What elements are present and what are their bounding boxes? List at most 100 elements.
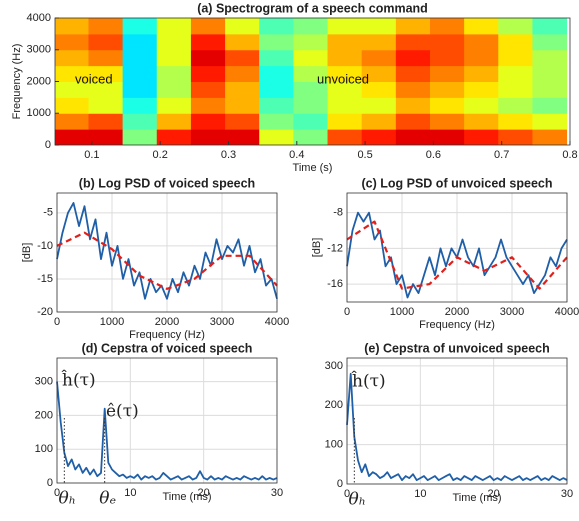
data-line — [56, 381, 278, 481]
x-tick-label: 1000 — [390, 306, 414, 318]
heatmap-cell — [55, 18, 89, 35]
heatmap-cell — [327, 18, 363, 35]
heatmap-cell — [361, 33, 397, 51]
heatmap-cell — [327, 97, 363, 114]
plot-frame — [346, 357, 568, 485]
chart-title: (b) Log PSD of voiced speech — [79, 176, 255, 190]
heatmap-cell — [88, 81, 124, 98]
heatmap-cell — [395, 18, 431, 35]
annotation: unvoiced — [317, 71, 369, 86]
heatmap-cell — [156, 97, 192, 114]
heatmap-cell — [259, 129, 294, 145]
y-tick-label: 300 — [325, 360, 343, 372]
heatmap-cell — [225, 97, 260, 114]
chart-title: (d) Cepstra of voiced speech — [82, 341, 253, 355]
heatmap-cell — [88, 65, 124, 82]
heatmap-cell — [156, 81, 192, 98]
heatmap-cell — [429, 65, 465, 82]
heatmap-cell — [498, 129, 533, 145]
heatmap-cell — [327, 129, 363, 145]
heatmap-cell — [156, 33, 192, 51]
heatmap-cell — [225, 65, 260, 82]
annotation: ê(τ) — [106, 402, 139, 422]
y-tick-label: 4000 — [27, 12, 51, 24]
x-tick-label: 20 — [488, 488, 500, 500]
heatmap-cell — [293, 129, 329, 145]
x-tick-label: 10 — [124, 487, 136, 499]
heatmap-cell — [190, 65, 226, 82]
heatmap-cell — [464, 113, 499, 130]
heatmap-cell — [361, 49, 397, 67]
heatmap-cell — [532, 49, 568, 67]
heatmap-cell — [498, 33, 533, 51]
x-tick-label: 30 — [561, 488, 573, 500]
heatmap-cell — [156, 18, 192, 35]
y-axis-label: [dB] — [21, 243, 33, 263]
heatmap-cell — [88, 49, 124, 67]
heatmap-cell — [55, 49, 89, 67]
y-tick-label: 100 — [325, 439, 343, 451]
plot-frame — [56, 357, 278, 484]
heatmap-cell — [55, 81, 89, 98]
heatmap-cell — [361, 81, 397, 98]
heatmap-cell — [361, 113, 397, 130]
heatmap — [55, 18, 568, 145]
x-tick-label: 0 — [344, 306, 350, 318]
heatmap-cell — [429, 33, 465, 51]
heatmap-cell — [190, 18, 226, 35]
heatmap-cell — [395, 49, 431, 67]
heatmap-cell — [429, 49, 465, 67]
heatmap-cell — [190, 113, 226, 130]
y-tick-label: -10 — [37, 240, 53, 252]
heatmap-cell — [55, 65, 89, 82]
x-tick-label: 0 — [54, 487, 60, 499]
y-tick-label: 300 — [35, 376, 53, 388]
x-tick-label: 3000 — [210, 316, 234, 328]
x-tick-label: 4000 — [555, 306, 579, 318]
heatmap-cell — [361, 18, 397, 35]
heatmap-cell — [464, 81, 499, 98]
heatmap-cell — [156, 65, 192, 82]
heatmap-cell — [55, 129, 89, 145]
heatmap-cell — [259, 18, 294, 35]
heatmap-cell — [498, 49, 533, 67]
x-tick-label: 30 — [271, 487, 283, 499]
heatmap-cell — [259, 33, 294, 51]
heatmap-cell — [429, 81, 465, 98]
heatmap-cell — [395, 129, 431, 145]
heatmap-cell — [88, 129, 124, 145]
plot-frame — [346, 192, 568, 303]
y-tick-label: -12 — [327, 242, 343, 254]
x-tick-label: 0.1 — [84, 149, 99, 161]
heatmap-cell — [464, 97, 499, 114]
heatmap-cell — [122, 18, 158, 35]
heatmap-cell — [327, 65, 363, 82]
heatmap-cell — [532, 18, 568, 35]
heatmap-cell — [259, 81, 294, 98]
heatmap-cell — [327, 49, 363, 67]
heatmap-cell — [156, 113, 192, 130]
heatmap-cell — [190, 81, 226, 98]
heatmap-cell — [190, 49, 226, 67]
heatmap-cell — [293, 81, 329, 98]
heatmap-cell — [122, 113, 158, 130]
heatmap-cell — [293, 97, 329, 114]
heatmap-cell — [156, 129, 192, 145]
heatmap-cell — [259, 97, 294, 114]
heatmap-cell — [532, 129, 568, 145]
heatmap-cell — [395, 81, 431, 98]
heatmap-cell — [55, 33, 89, 51]
heatmap-cell — [464, 65, 499, 82]
heatmap-cell — [88, 97, 124, 114]
x-tick-label: 0.2 — [153, 149, 168, 161]
heatmap-cell — [327, 33, 363, 51]
x-tick-label: 0.5 — [357, 149, 372, 161]
x-axis-label: Frequency (Hz) — [129, 329, 205, 341]
heatmap-cell — [532, 33, 568, 51]
x-tick-label: 0 — [54, 316, 60, 328]
heatmap-cell — [259, 65, 294, 82]
heatmap-cell — [88, 33, 124, 51]
heatmap-cell — [532, 113, 568, 130]
heatmap-cell — [225, 113, 260, 130]
heatmap-cell — [464, 33, 499, 51]
